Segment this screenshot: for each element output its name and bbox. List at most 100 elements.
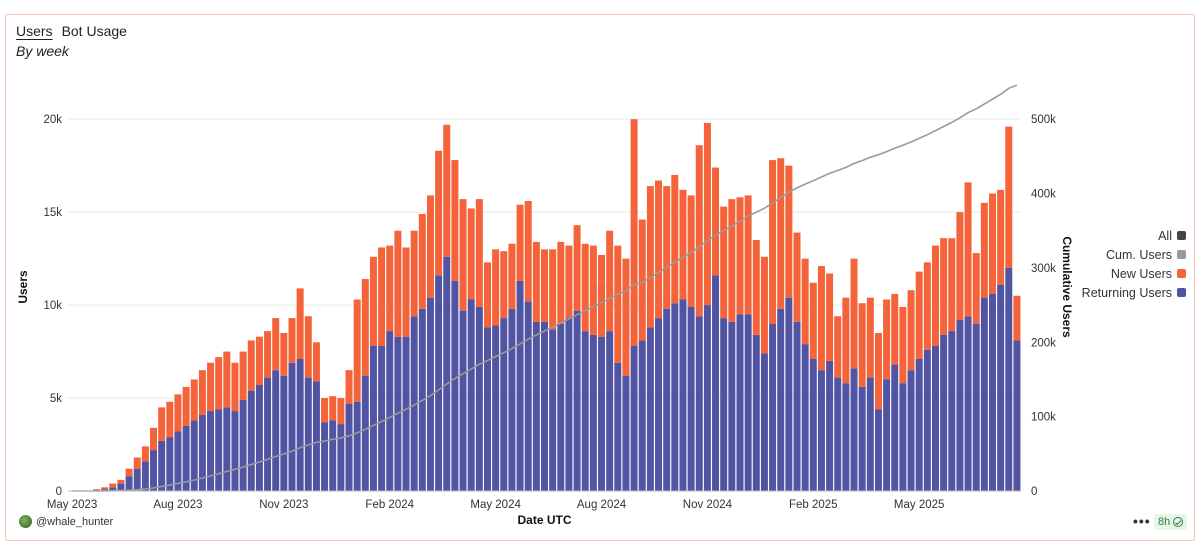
bar-new[interactable] <box>931 245 939 346</box>
bar-returning[interactable] <box>817 370 825 491</box>
bar-returning[interactable] <box>850 368 858 491</box>
bar-new[interactable] <box>133 457 141 469</box>
bar-returning[interactable] <box>622 375 630 491</box>
bar-new[interactable] <box>915 271 923 360</box>
bar-returning[interactable] <box>866 377 874 491</box>
bar-returning[interactable] <box>483 327 491 491</box>
bar-returning[interactable] <box>288 362 296 491</box>
bar-returning[interactable] <box>826 360 834 491</box>
bar-returning[interactable] <box>785 297 793 491</box>
bar-new[interactable] <box>581 243 589 332</box>
bar-new[interactable] <box>695 145 703 317</box>
bar-returning[interactable] <box>540 321 549 491</box>
bar-returning[interactable] <box>671 303 679 491</box>
bar-returning[interactable] <box>907 370 915 491</box>
bar-new[interactable] <box>141 446 149 462</box>
bar-new[interactable] <box>198 370 206 415</box>
bar-returning[interactable] <box>630 345 638 491</box>
bar-returning[interactable] <box>329 420 337 491</box>
bar-returning[interactable] <box>687 306 695 491</box>
bar-new[interactable] <box>777 158 785 309</box>
bar-returning[interactable] <box>695 316 703 491</box>
bar-returning[interactable] <box>296 359 304 491</box>
bar-new[interactable] <box>736 197 744 315</box>
bar-new[interactable] <box>614 245 622 363</box>
bar-new[interactable] <box>312 342 320 382</box>
bar-new[interactable] <box>402 247 410 337</box>
bar-new[interactable] <box>606 230 614 332</box>
bar-returning[interactable] <box>402 336 410 491</box>
bar-returning[interactable] <box>679 299 687 491</box>
bar-returning[interactable] <box>141 461 149 491</box>
bar-returning[interactable] <box>337 424 345 491</box>
bar-new[interactable] <box>524 200 532 302</box>
bar-returning[interactable] <box>581 331 589 491</box>
bar-returning[interactable] <box>606 331 614 491</box>
bar-returning[interactable] <box>997 284 1005 491</box>
bar-new[interactable] <box>231 362 239 412</box>
bar-new[interactable] <box>549 249 557 330</box>
bar-new[interactable] <box>760 256 768 354</box>
bar-returning[interactable] <box>264 377 272 491</box>
bar-new[interactable] <box>117 479 125 484</box>
cumulative-users-line[interactable] <box>72 84 1018 492</box>
bar-new[interactable] <box>435 150 443 276</box>
bar-returning[interactable] <box>931 345 939 491</box>
bar-returning[interactable] <box>125 476 133 491</box>
bar-new[interactable] <box>207 362 215 412</box>
bar-returning[interactable] <box>198 414 206 491</box>
bar-new[interactable] <box>589 245 597 335</box>
bar-returning[interactable] <box>312 381 320 491</box>
bar-returning[interactable] <box>777 308 785 491</box>
bar-returning[interactable] <box>988 293 996 491</box>
bar-returning[interactable] <box>215 409 223 491</box>
bar-new[interactable] <box>1005 126 1013 268</box>
bar-new[interactable] <box>817 266 825 371</box>
bar-new[interactable] <box>182 386 190 426</box>
bar-returning[interactable] <box>133 468 141 491</box>
bar-new[interactable] <box>720 206 728 319</box>
bar-new[interactable] <box>508 243 516 309</box>
bar-new[interactable] <box>638 219 646 341</box>
bar-returning[interactable] <box>459 310 467 491</box>
bar-returning[interactable] <box>923 349 931 491</box>
bar-new[interactable] <box>378 247 386 346</box>
bar-new[interactable] <box>980 202 988 298</box>
bar-new[interactable] <box>899 306 907 384</box>
bar-new[interactable] <box>483 262 491 328</box>
bar-returning[interactable] <box>834 377 842 491</box>
bar-new[interactable] <box>288 318 296 363</box>
bar-returning[interactable] <box>109 487 117 491</box>
bar-returning[interactable] <box>663 308 671 491</box>
bar-new[interactable] <box>125 468 133 477</box>
bar-new[interactable] <box>557 241 565 324</box>
bar-returning[interactable] <box>426 297 434 491</box>
bar-new[interactable] <box>948 238 956 332</box>
bar-new[interactable] <box>158 407 166 441</box>
bar-new[interactable] <box>345 370 353 404</box>
bar-returning[interactable] <box>280 375 288 491</box>
bar-new[interactable] <box>296 288 304 360</box>
bar-returning[interactable] <box>565 318 573 491</box>
bar-returning[interactable] <box>524 301 532 491</box>
bar-new[interactable] <box>304 316 312 378</box>
bar-returning[interactable] <box>549 329 557 491</box>
bar-new[interactable] <box>361 279 369 376</box>
bar-returning[interactable] <box>891 364 899 491</box>
bar-returning[interactable] <box>573 310 581 491</box>
bar-new[interactable] <box>353 299 361 402</box>
bar-returning[interactable] <box>858 386 866 491</box>
bar-new[interactable] <box>785 165 793 298</box>
bar-returning[interactable] <box>255 385 263 491</box>
bar-new[interactable] <box>426 195 434 298</box>
bar-returning[interactable] <box>557 323 565 491</box>
bar-new[interactable] <box>190 379 198 421</box>
bar-new[interactable] <box>280 332 288 376</box>
bar-new[interactable] <box>801 258 809 345</box>
more-options-button[interactable]: ••• <box>1133 513 1151 529</box>
bar-returning[interactable] <box>272 370 280 491</box>
bar-new[interactable] <box>988 193 996 294</box>
bar-new[interactable] <box>565 245 573 319</box>
bar-new[interactable] <box>540 249 549 322</box>
bar-returning[interactable] <box>842 383 850 491</box>
